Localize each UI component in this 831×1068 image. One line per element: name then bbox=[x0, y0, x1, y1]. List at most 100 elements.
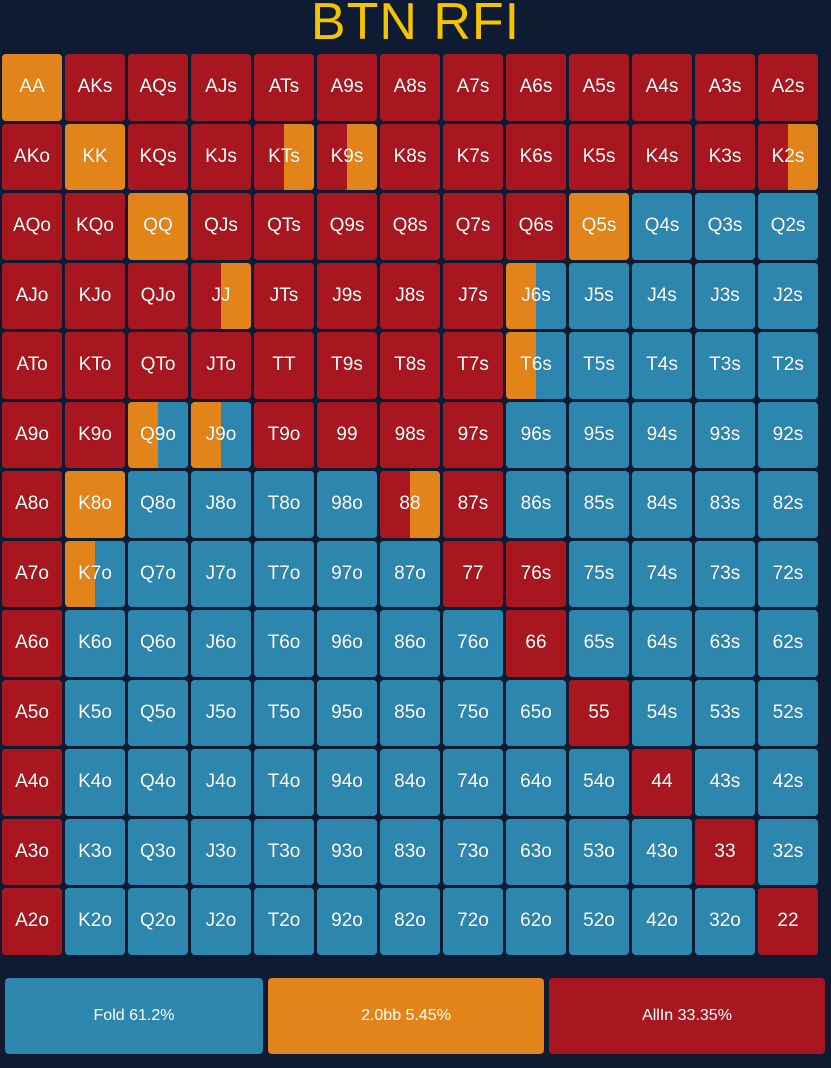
hand-cell[interactable]: T5s bbox=[569, 332, 629, 399]
hand-cell[interactable]: T8o bbox=[254, 471, 314, 538]
hand-cell[interactable]: 82o bbox=[380, 888, 440, 955]
hand-cell[interactable]: K4s bbox=[632, 123, 692, 190]
hand-cell[interactable]: K7s bbox=[443, 123, 503, 190]
hand-cell[interactable]: 43o bbox=[632, 818, 692, 885]
hand-cell[interactable]: J5o bbox=[191, 679, 251, 746]
hand-cell[interactable]: 84o bbox=[380, 749, 440, 816]
hand-cell[interactable]: KK bbox=[65, 123, 125, 190]
hand-cell[interactable]: 42s bbox=[758, 749, 818, 816]
hand-cell[interactable]: 54s bbox=[632, 679, 692, 746]
hand-cell[interactable]: 93s bbox=[695, 401, 755, 468]
hand-cell[interactable]: 82s bbox=[758, 471, 818, 538]
hand-cell[interactable]: T2s bbox=[758, 332, 818, 399]
hand-cell[interactable]: Q2o bbox=[128, 888, 188, 955]
hand-cell[interactable]: J7s bbox=[443, 262, 503, 329]
hand-cell[interactable]: AKs bbox=[65, 54, 125, 121]
hand-cell[interactable]: 72s bbox=[758, 540, 818, 607]
hand-cell[interactable]: A7s bbox=[443, 54, 503, 121]
hand-cell[interactable]: 66 bbox=[506, 610, 566, 677]
hand-cell[interactable]: A8s bbox=[380, 54, 440, 121]
hand-cell[interactable]: 95o bbox=[317, 679, 377, 746]
hand-cell[interactable]: K5o bbox=[65, 679, 125, 746]
hand-cell[interactable]: K2s bbox=[758, 123, 818, 190]
hand-cell[interactable]: T4o bbox=[254, 749, 314, 816]
hand-cell[interactable]: K6s bbox=[506, 123, 566, 190]
hand-cell[interactable]: KQo bbox=[65, 193, 125, 260]
hand-cell[interactable]: J8s bbox=[380, 262, 440, 329]
hand-cell[interactable]: KJo bbox=[65, 262, 125, 329]
hand-cell[interactable]: 94s bbox=[632, 401, 692, 468]
hand-cell[interactable]: K9o bbox=[65, 401, 125, 468]
hand-cell[interactable]: 83o bbox=[380, 818, 440, 885]
hand-cell[interactable]: A9s bbox=[317, 54, 377, 121]
legend-allin[interactable]: AllIn 33.35% bbox=[549, 978, 825, 1054]
hand-cell[interactable]: AKo bbox=[2, 123, 62, 190]
hand-cell[interactable]: T6s bbox=[506, 332, 566, 399]
hand-cell[interactable]: 43s bbox=[695, 749, 755, 816]
hand-cell[interactable]: A2o bbox=[2, 888, 62, 955]
hand-cell[interactable]: 74s bbox=[632, 540, 692, 607]
hand-cell[interactable]: QJo bbox=[128, 262, 188, 329]
hand-cell[interactable]: J9s bbox=[317, 262, 377, 329]
hand-cell[interactable]: KJs bbox=[191, 123, 251, 190]
hand-cell[interactable]: Q7s bbox=[443, 193, 503, 260]
hand-cell[interactable]: K8s bbox=[380, 123, 440, 190]
hand-cell[interactable]: K9s bbox=[317, 123, 377, 190]
hand-cell[interactable]: J7o bbox=[191, 540, 251, 607]
hand-cell[interactable]: 86o bbox=[380, 610, 440, 677]
hand-cell[interactable]: 32s bbox=[758, 818, 818, 885]
hand-cell[interactable]: QJs bbox=[191, 193, 251, 260]
hand-cell[interactable]: K2o bbox=[65, 888, 125, 955]
hand-cell[interactable]: A6o bbox=[2, 610, 62, 677]
hand-cell[interactable]: ATs bbox=[254, 54, 314, 121]
hand-cell[interactable]: 64s bbox=[632, 610, 692, 677]
hand-cell[interactable]: Q9o bbox=[128, 401, 188, 468]
hand-cell[interactable]: K4o bbox=[65, 749, 125, 816]
hand-cell[interactable]: 92o bbox=[317, 888, 377, 955]
hand-cell[interactable]: AJo bbox=[2, 262, 62, 329]
hand-cell[interactable]: 54o bbox=[569, 749, 629, 816]
hand-cell[interactable]: 52o bbox=[569, 888, 629, 955]
hand-cell[interactable]: J5s bbox=[569, 262, 629, 329]
hand-cell[interactable]: 86s bbox=[506, 471, 566, 538]
hand-cell[interactable]: A7o bbox=[2, 540, 62, 607]
hand-cell[interactable]: K7o bbox=[65, 540, 125, 607]
hand-cell[interactable]: 55 bbox=[569, 679, 629, 746]
hand-cell[interactable]: J6o bbox=[191, 610, 251, 677]
hand-cell[interactable]: J3s bbox=[695, 262, 755, 329]
hand-cell[interactable]: T3o bbox=[254, 818, 314, 885]
hand-cell[interactable]: 98o bbox=[317, 471, 377, 538]
hand-cell[interactable]: Q8o bbox=[128, 471, 188, 538]
hand-cell[interactable]: 73o bbox=[443, 818, 503, 885]
hand-cell[interactable]: KTo bbox=[65, 332, 125, 399]
hand-cell[interactable]: T4s bbox=[632, 332, 692, 399]
hand-cell[interactable]: 32o bbox=[695, 888, 755, 955]
hand-cell[interactable]: QQ bbox=[128, 193, 188, 260]
hand-cell[interactable]: K3o bbox=[65, 818, 125, 885]
hand-cell[interactable]: A2s bbox=[758, 54, 818, 121]
hand-cell[interactable]: A3s bbox=[695, 54, 755, 121]
hand-cell[interactable]: 65s bbox=[569, 610, 629, 677]
hand-cell[interactable]: 75s bbox=[569, 540, 629, 607]
hand-cell[interactable]: 92s bbox=[758, 401, 818, 468]
hand-cell[interactable]: Q3s bbox=[695, 193, 755, 260]
hand-cell[interactable]: 64o bbox=[506, 749, 566, 816]
hand-cell[interactable]: A9o bbox=[2, 401, 62, 468]
legend-raise[interactable]: 2.0bb 5.45% bbox=[268, 978, 544, 1054]
hand-cell[interactable]: 96s bbox=[506, 401, 566, 468]
hand-cell[interactable]: 77 bbox=[443, 540, 503, 607]
hand-cell[interactable]: AJs bbox=[191, 54, 251, 121]
hand-cell[interactable]: J4s bbox=[632, 262, 692, 329]
hand-cell[interactable]: Q5o bbox=[128, 679, 188, 746]
hand-cell[interactable]: 62s bbox=[758, 610, 818, 677]
hand-cell[interactable]: 75o bbox=[443, 679, 503, 746]
hand-cell[interactable]: 76o bbox=[443, 610, 503, 677]
hand-cell[interactable]: 95s bbox=[569, 401, 629, 468]
hand-cell[interactable]: 85o bbox=[380, 679, 440, 746]
hand-cell[interactable]: T9o bbox=[254, 401, 314, 468]
hand-cell[interactable]: 87o bbox=[380, 540, 440, 607]
hand-cell[interactable]: 87s bbox=[443, 471, 503, 538]
hand-cell[interactable]: A5o bbox=[2, 679, 62, 746]
hand-cell[interactable]: 97s bbox=[443, 401, 503, 468]
hand-cell[interactable]: AQo bbox=[2, 193, 62, 260]
